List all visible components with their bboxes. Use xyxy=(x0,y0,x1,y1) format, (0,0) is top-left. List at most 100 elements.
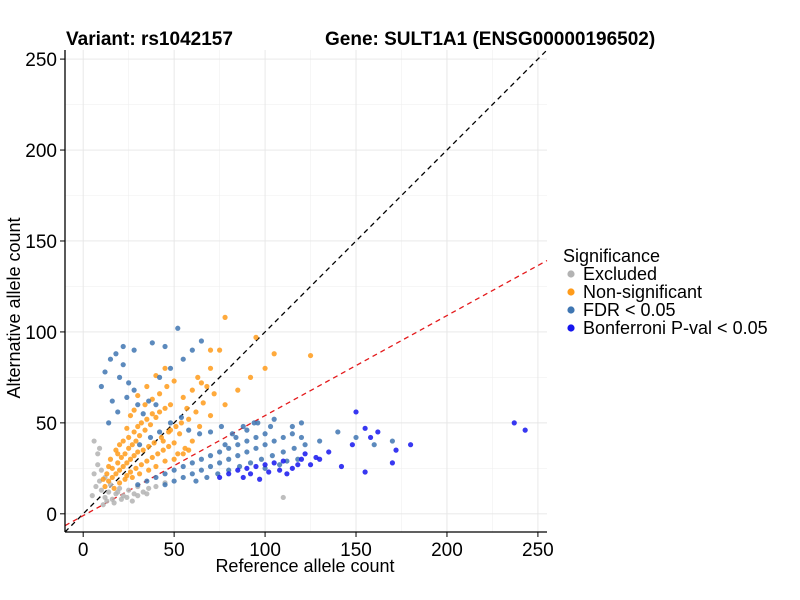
legend-title: Significance xyxy=(563,246,660,266)
data-point xyxy=(138,420,144,426)
data-point xyxy=(289,431,295,437)
data-point xyxy=(176,431,183,437)
data-point xyxy=(367,434,374,441)
data-point xyxy=(195,374,201,380)
data-point xyxy=(153,463,159,470)
data-point xyxy=(269,453,275,459)
data-point xyxy=(222,314,228,320)
data-point xyxy=(200,400,206,406)
data-point xyxy=(106,478,112,484)
data-point xyxy=(189,460,195,466)
data-point xyxy=(93,483,99,490)
data-point xyxy=(109,474,115,481)
data-point xyxy=(107,456,114,462)
data-point xyxy=(98,487,104,493)
data-point xyxy=(126,445,132,451)
axis-ticks: 0 50 100 150 200 250 0 50 100 150 200 250 xyxy=(25,50,553,561)
data-point xyxy=(120,463,126,470)
data-point xyxy=(167,402,174,408)
data-point xyxy=(317,438,323,444)
data-point xyxy=(338,463,345,470)
data-point xyxy=(207,463,214,470)
y-tick-label: 150 xyxy=(25,232,57,253)
data-point xyxy=(149,411,155,417)
data-point xyxy=(135,493,141,499)
data-point xyxy=(135,423,141,430)
data-point xyxy=(129,474,135,481)
data-point xyxy=(349,442,355,448)
legend-swatch xyxy=(567,288,575,296)
data-point xyxy=(180,394,186,401)
data-point xyxy=(353,434,359,441)
data-point xyxy=(198,338,205,344)
data-point xyxy=(257,476,263,482)
data-point xyxy=(135,482,141,488)
data-point xyxy=(136,471,143,477)
series-fdr-0-05 xyxy=(98,325,395,488)
data-point xyxy=(189,471,195,477)
data-point xyxy=(235,442,241,448)
data-point xyxy=(235,387,241,393)
legend-label: Bonferroni P-val < 0.05 xyxy=(583,318,768,338)
data-point xyxy=(138,462,144,468)
data-point xyxy=(226,445,232,451)
data-point xyxy=(280,494,286,501)
y-tick-label: 0 xyxy=(46,505,57,526)
data-point xyxy=(196,423,203,430)
data-point xyxy=(124,460,130,466)
data-point xyxy=(140,447,146,453)
data-point xyxy=(204,383,210,390)
data-point xyxy=(284,471,290,477)
data-point xyxy=(162,458,168,464)
axes xyxy=(64,50,547,533)
data-point xyxy=(284,458,290,464)
y-axis-title: Alternative allele count xyxy=(4,217,24,398)
data-point xyxy=(153,483,159,490)
data-point xyxy=(184,405,190,411)
data-point xyxy=(109,398,115,404)
data-point xyxy=(131,347,137,353)
data-point xyxy=(180,356,186,362)
data-point xyxy=(142,402,148,408)
data-point xyxy=(193,478,199,484)
data-point xyxy=(291,445,297,451)
data-point xyxy=(222,402,228,408)
series-non-significant xyxy=(100,314,314,491)
data-point xyxy=(180,463,186,470)
data-point xyxy=(153,414,159,421)
data-point xyxy=(253,434,259,441)
data-point xyxy=(247,374,254,380)
legend-label: Non-significant xyxy=(583,282,702,302)
data-point xyxy=(389,460,395,466)
data-point xyxy=(217,449,223,455)
data-point xyxy=(251,420,257,426)
data-point xyxy=(118,496,124,502)
data-point xyxy=(207,347,214,353)
x-tick-label: 0 xyxy=(78,540,89,561)
data-point xyxy=(298,456,305,462)
data-point xyxy=(129,498,135,504)
data-point xyxy=(247,471,254,477)
y-tick-label: 200 xyxy=(25,141,57,162)
data-point xyxy=(302,442,308,448)
data-point xyxy=(298,420,305,426)
data-point xyxy=(96,445,103,451)
data-point xyxy=(162,365,168,371)
data-point xyxy=(164,383,170,390)
data-point xyxy=(295,462,301,468)
data-point xyxy=(511,420,517,426)
data-point xyxy=(116,374,123,380)
data-point xyxy=(104,498,110,504)
data-point xyxy=(167,420,174,426)
data-point xyxy=(207,365,214,371)
data-point xyxy=(193,409,199,415)
data-point xyxy=(144,383,150,390)
data-point xyxy=(149,454,155,461)
data-point xyxy=(140,411,146,417)
data-point xyxy=(173,423,179,430)
data-points xyxy=(89,314,528,508)
data-point xyxy=(240,474,246,481)
x-tick-label: 250 xyxy=(522,540,554,561)
chart-title-gene: Gene: SULT1A1 (ENSG00000196502) xyxy=(325,29,655,50)
